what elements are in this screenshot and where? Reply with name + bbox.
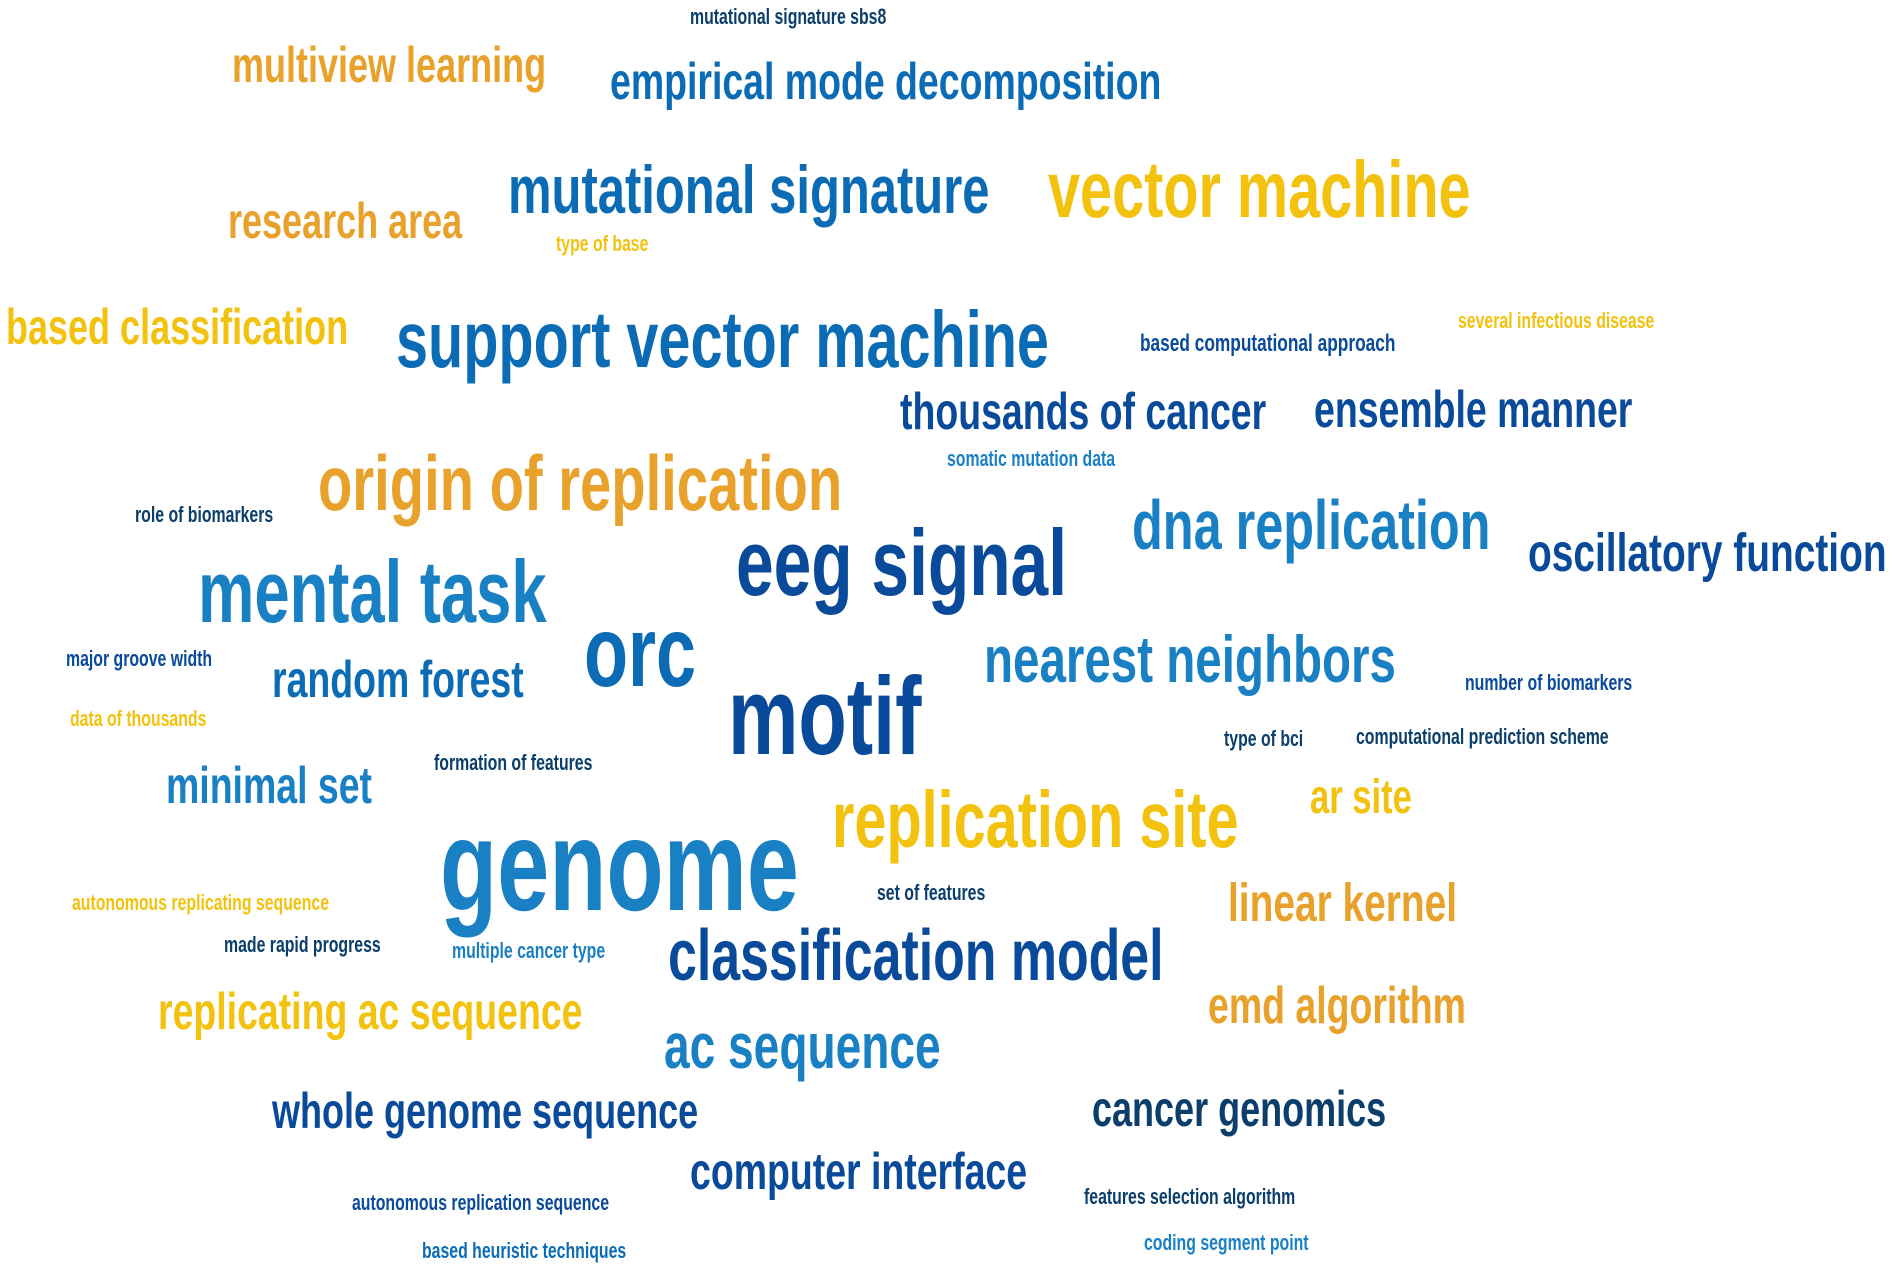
- word-genome: genome: [440, 792, 799, 938]
- word-number-of-biomarkers: number of biomarkers: [1465, 670, 1633, 695]
- word-ac-sequence: ac sequence: [664, 1010, 941, 1082]
- word-mutational-signature: mutational signature: [508, 152, 990, 228]
- word-computational-prediction-scheme: computational prediction scheme: [1356, 724, 1609, 749]
- word-features-selection-algorithm: features selection algorithm: [1084, 1184, 1296, 1209]
- word-dna-replication: dna replication: [1132, 486, 1491, 564]
- word-based-classification: based classification: [6, 299, 349, 355]
- word-type-of-base: type of base: [556, 231, 649, 256]
- word-somatic-mutation-data: somatic mutation data: [947, 446, 1116, 471]
- word-ensemble-manner: ensemble manner: [1314, 381, 1633, 439]
- word-several-infectious-disease: several infectious disease: [1458, 308, 1655, 333]
- word-replicating-ac-sequence: replicating ac sequence: [158, 983, 583, 1041]
- word-multiple-cancer-type: multiple cancer type: [452, 938, 606, 963]
- word-empirical-mode-decomposition: empirical mode decomposition: [610, 53, 1162, 111]
- word-autonomous-replicating-sequence: autonomous replicating sequence: [72, 890, 330, 915]
- word-emd-algorithm: emd algorithm: [1208, 977, 1466, 1035]
- word-origin-of-replication: origin of replication: [318, 439, 843, 527]
- word-set-of-features: set of features: [877, 880, 986, 905]
- word-coding-segment-point: coding segment point: [1144, 1230, 1309, 1255]
- word-ar-site: ar site: [1310, 771, 1412, 824]
- word-whole-genome-sequence: whole genome sequence: [272, 1083, 699, 1139]
- word-computer-interface: computer interface: [690, 1143, 1028, 1201]
- word-motif: motif: [728, 655, 922, 778]
- word-autonomous-replication-sequence: autonomous replication sequence: [352, 1190, 610, 1215]
- word-mutational-signature-sbs8: mutational signature sbs8: [690, 4, 887, 29]
- word-multiview-learning: multiview learning: [232, 37, 547, 93]
- word-random-forest: random forest: [272, 651, 524, 709]
- word-thousands-of-cancer: thousands of cancer: [900, 383, 1267, 441]
- word-linear-kernel: linear kernel: [1228, 873, 1458, 933]
- word-minimal-set: minimal set: [166, 757, 372, 815]
- word-formation-of-features: formation of features: [434, 750, 593, 775]
- word-based-heuristic-techniques: based heuristic techniques: [422, 1238, 627, 1263]
- word-replication-site: replication site: [832, 775, 1239, 864]
- word-data-of-thousands: data of thousands: [70, 706, 207, 731]
- word-type-of-bci: type of bci: [1224, 726, 1304, 751]
- word-eeg-signal: eeg signal: [736, 510, 1067, 615]
- word-support-vector-machine: support vector machine: [396, 295, 1049, 384]
- word-oscillatory-function: oscillatory function: [1528, 523, 1887, 583]
- word-based-computational-approach: based computational approach: [1140, 330, 1396, 357]
- word-made-rapid-progress: made rapid progress: [224, 932, 381, 957]
- word-vector-machine: vector machine: [1048, 145, 1471, 234]
- word-classification-model: classification model: [668, 916, 1164, 996]
- word-orc: orc: [584, 596, 697, 708]
- word-mental-task: mental task: [198, 542, 547, 641]
- word-role-of-biomarkers: role of biomarkers: [135, 502, 274, 527]
- word-nearest-neighbors: nearest neighbors: [984, 622, 1396, 696]
- word-cancer-genomics: cancer genomics: [1092, 1081, 1387, 1137]
- word-major-groove-width: major groove width: [66, 646, 213, 671]
- word-research-area: research area: [228, 193, 463, 249]
